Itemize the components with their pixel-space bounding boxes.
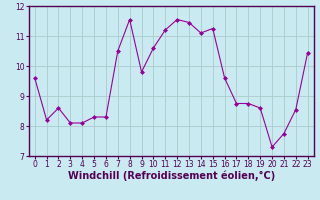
X-axis label: Windchill (Refroidissement éolien,°C): Windchill (Refroidissement éolien,°C) <box>68 171 275 181</box>
